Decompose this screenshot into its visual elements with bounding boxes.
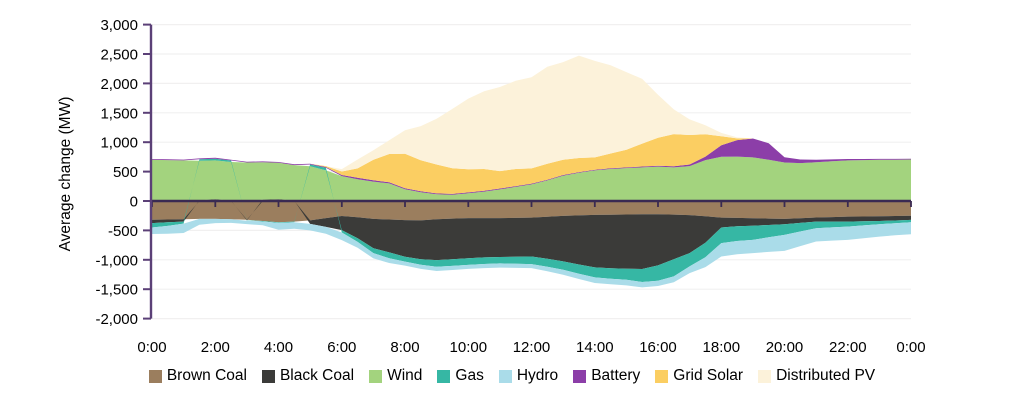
x-tick-label: 20:00 — [766, 339, 804, 356]
legend-label-grid-solar: Grid Solar — [673, 367, 744, 384]
legend-item-hydro: Hydro — [498, 367, 559, 385]
area-battery — [152, 138, 911, 195]
y-tick-label: -2,000 — [95, 311, 138, 328]
legend-swatch-wind — [369, 369, 383, 383]
x-tick-label: 22:00 — [829, 339, 867, 356]
x-tick-label: 16:00 — [639, 339, 677, 356]
x-tick-label: 14:00 — [576, 339, 614, 356]
legend-item-grid-solar: Grid Solar — [655, 367, 743, 385]
legend-label-brown-coal: Brown Coal — [166, 367, 247, 384]
legend-item-wind: Wind — [369, 367, 422, 385]
x-tick-label: 4:00 — [264, 339, 293, 356]
y-tick-label: 2,000 — [100, 76, 138, 93]
legend-label-wind: Wind — [387, 367, 423, 384]
legend-swatch-hydro — [498, 369, 512, 383]
area-grid-solar — [152, 134, 911, 194]
legend-swatch-grid-solar — [655, 369, 669, 383]
area-distributed-pv — [152, 55, 911, 172]
y-axis-title: Average change (MW) — [57, 96, 74, 252]
legend-label-distributed-pv: Distributed PV — [776, 367, 876, 384]
legend-label-black-coal: Black Coal — [279, 367, 355, 384]
legend-swatch-battery — [573, 369, 587, 383]
x-tick-label: 8:00 — [390, 339, 419, 356]
chart-legend: Brown Coal Black Coal Wind Gas Hydro Battery G… — [0, 367, 1024, 385]
area-gas — [152, 158, 911, 282]
legend-label-hydro: Hydro — [516, 367, 559, 384]
y-tick-label: -1,000 — [95, 252, 138, 269]
x-tick-label: 6:00 — [327, 339, 356, 356]
x-tick-label: 12:00 — [513, 339, 551, 356]
x-tick-label: 0:00 — [896, 339, 925, 356]
y-tick-label: 0 — [130, 194, 138, 211]
y-tick-label: 2,500 — [100, 47, 138, 64]
x-tick-label: 18:00 — [703, 339, 741, 356]
x-tick-label: 10:00 — [450, 339, 488, 356]
legend-swatch-black-coal — [261, 369, 275, 383]
legend-label-battery: Battery — [591, 367, 641, 384]
x-tick-label: 2:00 — [201, 339, 230, 356]
legend-item-battery: Battery — [573, 367, 640, 385]
legend-label-gas: Gas — [455, 367, 484, 384]
y-tick-label: 500 — [113, 164, 138, 181]
legend-item-black-coal: Black Coal — [261, 367, 355, 385]
area-black-coal — [152, 199, 911, 269]
area-wind — [152, 156, 911, 201]
legend-item-brown-coal: Brown Coal — [148, 367, 247, 385]
legend-item-gas: Gas — [437, 367, 484, 385]
legend-swatch-distributed-pv — [758, 369, 772, 383]
y-tick-label: 1,000 — [100, 135, 138, 152]
y-tick-label: -500 — [108, 223, 138, 240]
legend-swatch-brown-coal — [148, 369, 162, 383]
legend-swatch-gas — [437, 369, 451, 383]
y-tick-label: -1,500 — [95, 282, 138, 299]
y-tick-label: 3,000 — [100, 17, 138, 34]
legend-item-distributed-pv: Distributed PV — [758, 367, 875, 385]
area-hydro — [152, 218, 911, 288]
x-tick-label: 0:00 — [137, 339, 166, 356]
y-tick-label: 1,500 — [100, 105, 138, 122]
